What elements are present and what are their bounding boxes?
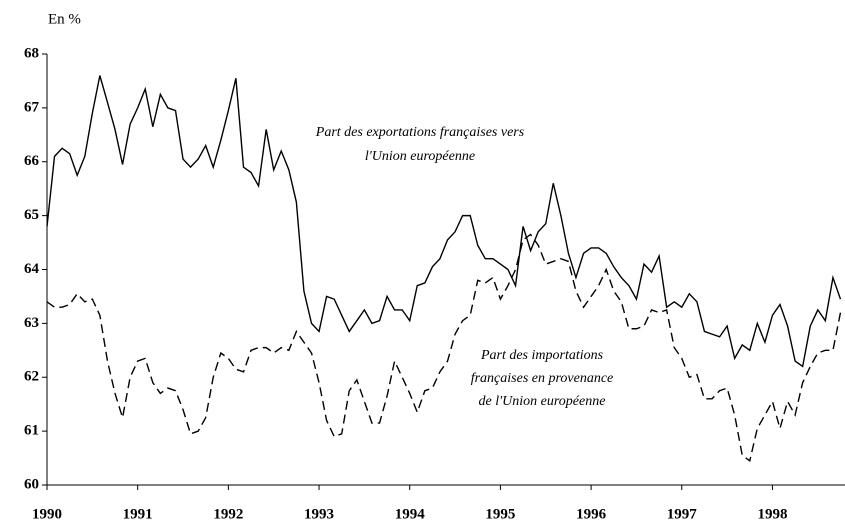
y-tick-label: 64 — [24, 261, 40, 277]
x-tick-label: 1997 — [667, 506, 698, 522]
x-tick-label: 1991 — [123, 506, 153, 522]
x-tick-label: 1998 — [757, 506, 787, 522]
series-label: Part des exportations françaises vers — [315, 125, 525, 140]
series-line — [46, 75, 842, 368]
y-tick-label: 63 — [24, 315, 39, 331]
series-label: Part des importations — [480, 348, 604, 363]
y-tick-label: 67 — [24, 99, 40, 115]
unit-label: En % — [48, 11, 81, 27]
x-tick-label: 1996 — [576, 506, 607, 522]
y-tick-label: 66 — [24, 153, 40, 169]
y-tick-label: 61 — [24, 423, 39, 439]
y-tick-label: 60 — [24, 476, 39, 492]
y-tick-label: 65 — [24, 207, 39, 223]
y-tick-label: 68 — [24, 45, 39, 61]
x-tick-label: 1994 — [395, 506, 426, 522]
series-label: de l'Union européenne — [479, 394, 606, 409]
x-tick-label: 1993 — [304, 506, 334, 522]
series-label: l'Union européenne — [365, 149, 475, 164]
x-tick-label: 1990 — [32, 506, 62, 522]
series-label: françaises en provenance — [471, 371, 614, 386]
series-line — [46, 233, 842, 462]
x-tick-label: 1995 — [485, 506, 515, 522]
x-tick-label: 1992 — [213, 506, 243, 522]
y-tick-label: 62 — [24, 369, 39, 385]
